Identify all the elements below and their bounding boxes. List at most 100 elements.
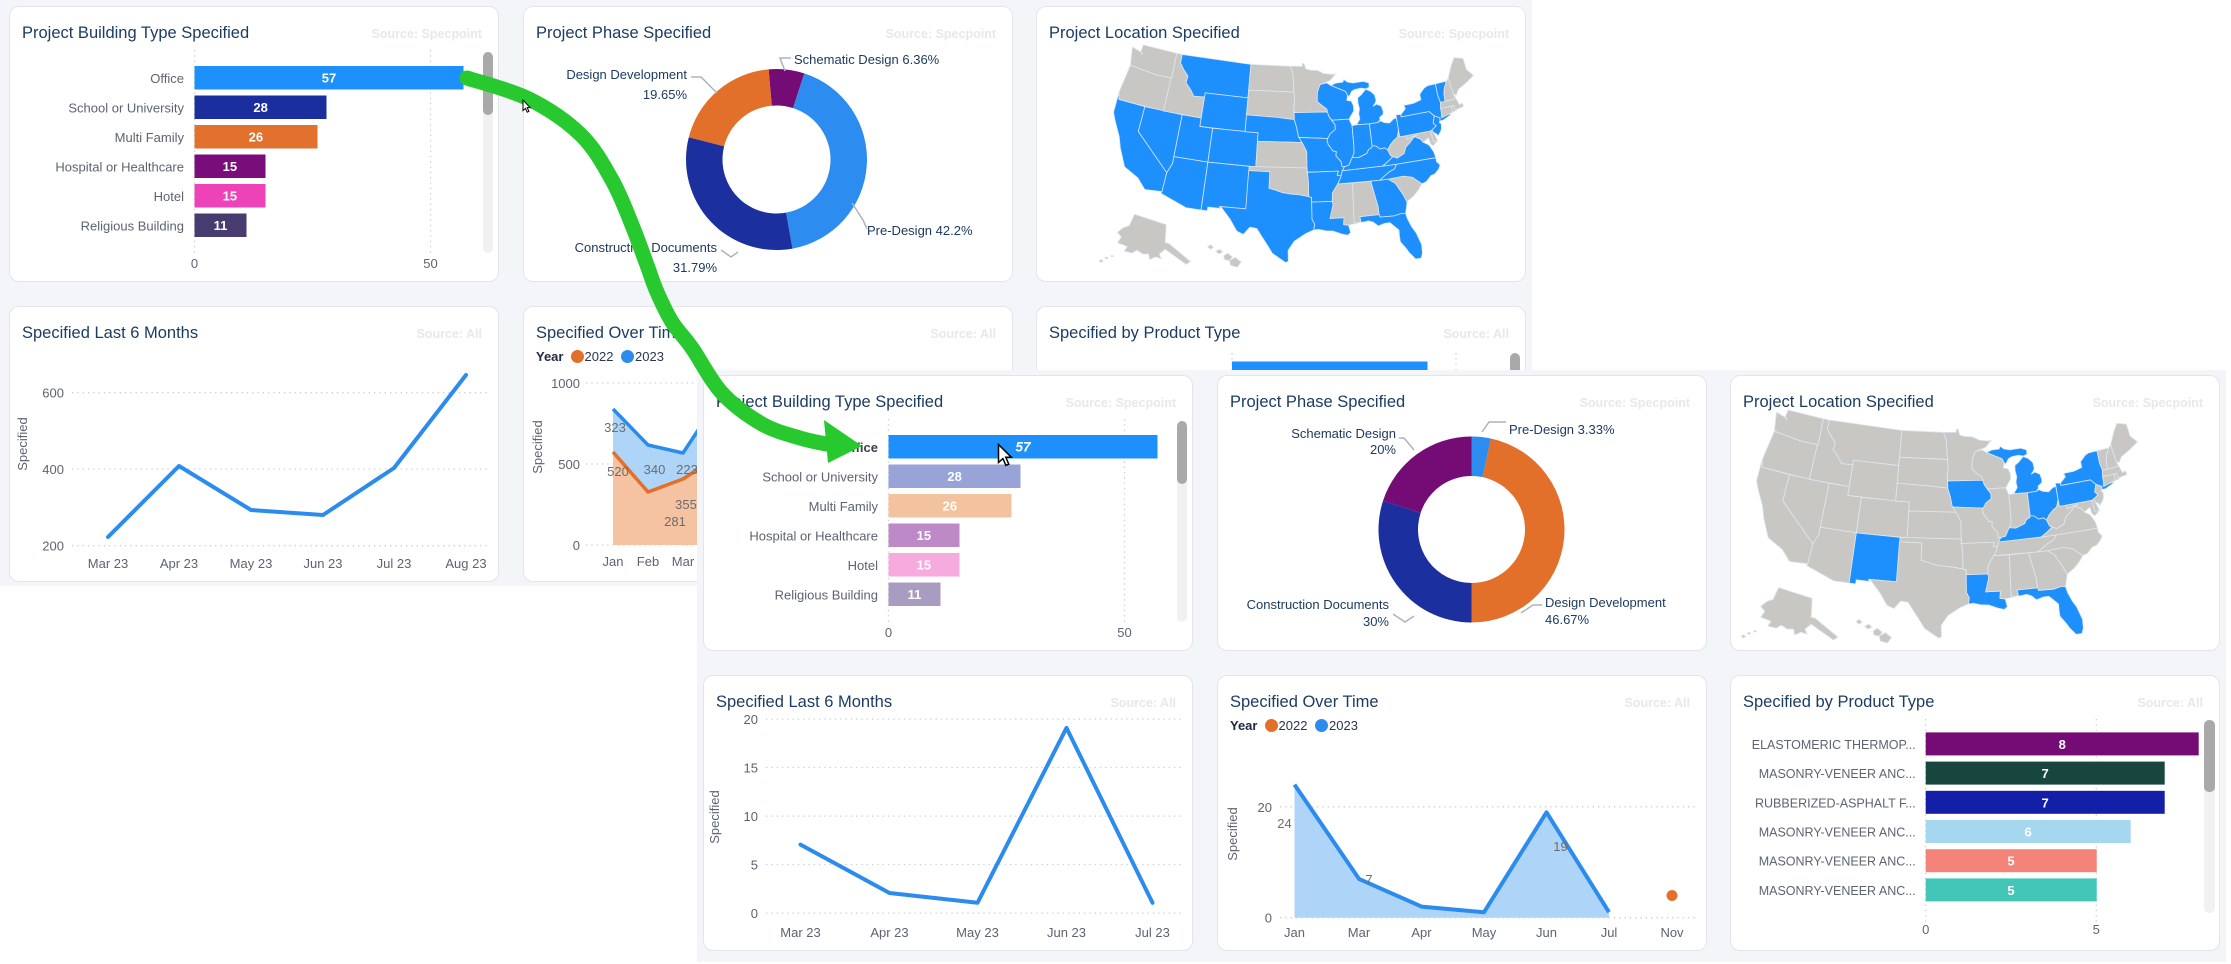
svg-text:Design Development: Design Development <box>566 67 687 82</box>
svg-text:600: 600 <box>42 386 64 401</box>
svg-text:Religious Building: Religious Building <box>81 219 184 234</box>
svg-text:Multi Family: Multi Family <box>809 499 879 514</box>
svg-text:50: 50 <box>1117 625 1131 640</box>
svg-text:Multi Family: Multi Family <box>115 130 185 145</box>
svg-text:May 23: May 23 <box>230 556 273 571</box>
svg-text:223: 223 <box>676 462 698 477</box>
svg-text:20: 20 <box>744 712 758 727</box>
svg-text:11: 11 <box>908 587 922 602</box>
svg-text:200: 200 <box>42 539 64 554</box>
svg-text:Feb: Feb <box>637 554 659 569</box>
svg-text:7: 7 <box>2042 795 2049 810</box>
svg-text:Jun 23: Jun 23 <box>1047 925 1086 940</box>
svg-text:6: 6 <box>2024 825 2031 840</box>
svg-text:10: 10 <box>744 809 758 824</box>
svg-text:0: 0 <box>191 256 198 271</box>
svg-text:Jun 23: Jun 23 <box>303 556 342 571</box>
svg-text:MASONRY-VENEER ANC...: MASONRY-VENEER ANC... <box>1759 826 1916 840</box>
svg-text:Jul: Jul <box>1601 925 1618 940</box>
svg-text:Apr: Apr <box>1411 925 1432 940</box>
svg-text:Schematic Design 6.36%: Schematic Design 6.36% <box>794 52 940 67</box>
svg-text:15: 15 <box>744 761 758 776</box>
svg-text:Office: Office <box>841 440 878 455</box>
svg-text:Pre-Design 42.2%: Pre-Design 42.2% <box>867 223 973 238</box>
svg-text:20%: 20% <box>1370 442 1396 457</box>
svg-text:Jul 23: Jul 23 <box>1135 925 1170 940</box>
svg-text:Apr 23: Apr 23 <box>870 925 908 940</box>
svg-text:Design Development: Design Development <box>1545 595 1666 610</box>
svg-text:RUBBERIZED-ASPHALT F...: RUBBERIZED-ASPHALT F... <box>1755 796 1916 810</box>
svg-text:11: 11 <box>214 218 228 233</box>
svg-text:School or University: School or University <box>68 101 184 116</box>
svg-text:5: 5 <box>2007 854 2014 869</box>
svg-text:Hospital or Healthcare: Hospital or Healthcare <box>55 160 184 175</box>
svg-text:15: 15 <box>223 159 237 174</box>
svg-text:MASONRY-VENEER ANC...: MASONRY-VENEER ANC... <box>1759 855 1916 869</box>
svg-text:355: 355 <box>675 497 697 512</box>
svg-text:24: 24 <box>1277 816 1291 831</box>
svg-text:5: 5 <box>751 858 758 873</box>
svg-text:520: 520 <box>607 464 629 479</box>
svg-text:30%: 30% <box>1363 614 1389 629</box>
svg-text:Hospital or Healthcare: Hospital or Healthcare <box>749 529 878 544</box>
svg-text:0: 0 <box>885 625 892 640</box>
svg-text:Mar: Mar <box>672 554 695 569</box>
svg-text:Office: Office <box>150 71 184 86</box>
svg-text:31.79%: 31.79% <box>673 260 718 275</box>
svg-text:Apr 23: Apr 23 <box>160 556 198 571</box>
svg-text:28: 28 <box>253 100 267 115</box>
svg-text:Jan: Jan <box>1284 925 1305 940</box>
svg-text:281: 281 <box>664 514 686 529</box>
svg-text:20: 20 <box>1258 800 1272 815</box>
svg-text:MASONRY-VENEER ANC...: MASONRY-VENEER ANC... <box>1759 884 1916 898</box>
svg-text:Jul 23: Jul 23 <box>377 556 412 571</box>
svg-text:Jan: Jan <box>603 554 624 569</box>
svg-text:Aug 23: Aug 23 <box>445 556 486 571</box>
svg-text:7: 7 <box>1365 872 1372 887</box>
svg-text:Mar 23: Mar 23 <box>780 925 820 940</box>
svg-text:19.65%: 19.65% <box>643 87 688 102</box>
svg-text:May 23: May 23 <box>956 925 999 940</box>
svg-text:400: 400 <box>42 462 64 477</box>
svg-text:0: 0 <box>1922 922 1929 937</box>
svg-text:5: 5 <box>2007 883 2014 898</box>
svg-text:Hotel: Hotel <box>154 189 184 204</box>
svg-text:15: 15 <box>917 528 931 543</box>
svg-text:Specified: Specified <box>530 420 545 473</box>
svg-text:26: 26 <box>943 499 957 514</box>
svg-text:57: 57 <box>1016 440 1033 455</box>
svg-text:Jun: Jun <box>1536 925 1557 940</box>
svg-text:0: 0 <box>751 906 758 921</box>
svg-text:Mar 23: Mar 23 <box>88 556 128 571</box>
svg-text:Specified: Specified <box>15 417 30 470</box>
svg-text:46.67%: 46.67% <box>1545 612 1590 627</box>
svg-text:Schematic Design: Schematic Design <box>1291 426 1396 441</box>
svg-text:ELASTOMERIC THERMOP...: ELASTOMERIC THERMOP... <box>1752 738 1916 752</box>
svg-text:340: 340 <box>644 462 666 477</box>
svg-text:26: 26 <box>249 130 263 145</box>
svg-text:50: 50 <box>423 256 437 271</box>
svg-text:Hotel: Hotel <box>848 558 878 573</box>
svg-text:Nov: Nov <box>1660 925 1684 940</box>
svg-text:28: 28 <box>947 469 961 484</box>
svg-text:15: 15 <box>917 558 931 573</box>
svg-text:15: 15 <box>223 189 237 204</box>
svg-text:School or University: School or University <box>762 470 878 485</box>
svg-text:323: 323 <box>604 420 626 435</box>
svg-text:0: 0 <box>1265 911 1272 926</box>
svg-text:MASONRY-VENEER ANC...: MASONRY-VENEER ANC... <box>1759 767 1916 781</box>
svg-text:Construction Documents: Construction Documents <box>575 240 718 255</box>
svg-text:57: 57 <box>322 71 336 86</box>
svg-text:Mar: Mar <box>1348 925 1371 940</box>
svg-text:19: 19 <box>1553 839 1567 854</box>
svg-text:1000: 1000 <box>551 376 580 391</box>
svg-text:Specified: Specified <box>1225 807 1240 860</box>
svg-text:5: 5 <box>2093 922 2100 937</box>
svg-text:Pre-Design 3.33%: Pre-Design 3.33% <box>1509 422 1615 437</box>
svg-text:Construction Documents: Construction Documents <box>1247 597 1390 612</box>
svg-text:0: 0 <box>573 538 580 553</box>
svg-text:Specified: Specified <box>707 790 722 843</box>
svg-text:8: 8 <box>2059 737 2066 752</box>
svg-text:7: 7 <box>2042 766 2049 781</box>
svg-text:500: 500 <box>558 457 580 472</box>
